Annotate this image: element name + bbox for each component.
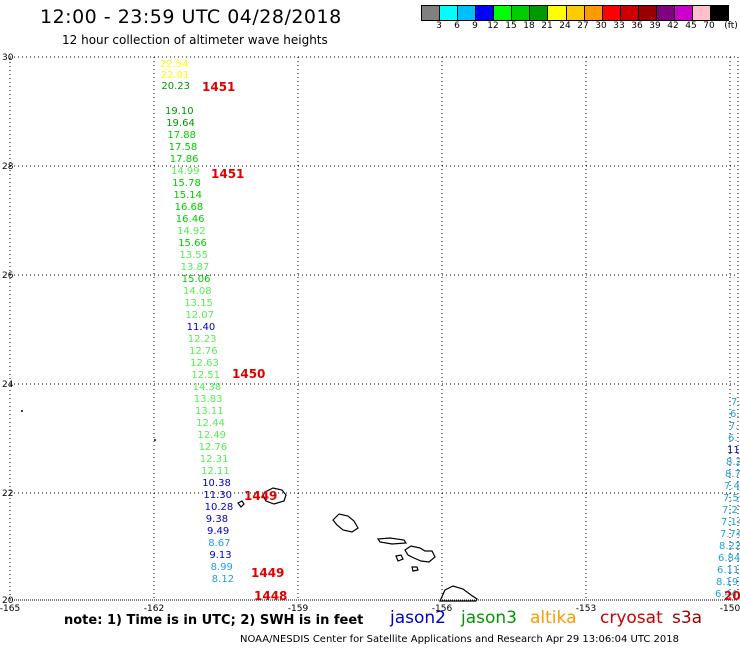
pass-time: 1449 [244, 489, 277, 503]
hawaiian-islands [238, 488, 477, 601]
swh-value: 12.63 [190, 358, 219, 369]
swh-value: 12.44 [196, 418, 225, 429]
satellite-altika: altika [530, 608, 577, 628]
swh-value: 22.01 [161, 70, 190, 81]
swh-value: 7.27 [722, 505, 740, 516]
swh-value: 6. [728, 433, 738, 444]
swh-value: 10.28 [205, 502, 234, 513]
lat-label: 26 [2, 271, 14, 281]
swh-value: 17.58 [169, 142, 198, 153]
lat-label: 22 [2, 489, 13, 499]
swh-value: 7.14 [721, 517, 740, 528]
island-molokai [378, 538, 406, 544]
swh-value: 12.76 [199, 442, 228, 453]
swh-value: 8.22 [719, 541, 740, 552]
pass-time: 1451 [202, 80, 235, 94]
satellite-jason2: jason2 [390, 608, 446, 628]
swh-value: 11.40 [187, 322, 216, 333]
islet-dot [21, 410, 23, 412]
swh-value: 12.11 [201, 466, 230, 477]
swh-value: 16.68 [175, 202, 204, 213]
island-kahoolawe [412, 567, 418, 571]
swh-value: 11.2 [727, 445, 740, 456]
wave-height-map: 302826242220 -165 -162 -159 -156 -153 -150 22… [0, 0, 740, 650]
swh-value: 14.99 [171, 166, 200, 177]
footer-note: note: 1) Time is in UTC; 2) SWH is in fe… [64, 613, 363, 628]
swh-value: 15.14 [173, 190, 202, 201]
swh-value: 8.67 [208, 538, 230, 549]
satellite-cryosat: cryosat [600, 608, 663, 628]
swh-value: 8.19 [716, 577, 738, 588]
pass-time: 1449 [251, 566, 284, 580]
swh-value: 12.23 [188, 334, 217, 345]
swh-value: 7. [731, 397, 740, 408]
footer-credit: NOAA/NESDIS Center for Satellite Applica… [240, 634, 679, 645]
island-hawaii [440, 586, 477, 601]
swh-value: 15.06 [182, 274, 211, 285]
pass-time: 1451 [211, 167, 244, 181]
swh-value: 22.54 [160, 59, 189, 70]
latitude-labels: 30 28 26 24 22 20 [2, 53, 14, 606]
island-maui [405, 546, 435, 562]
lon-label: -165 [0, 604, 20, 614]
swh-value: 13.55 [179, 250, 208, 261]
swh-value: 7.47 [724, 481, 740, 492]
swh-value: 20.23 [161, 81, 190, 92]
swh-value: 8.12 [212, 574, 234, 585]
swh-value: 6. [730, 409, 740, 420]
pass-time: 20 [724, 589, 740, 603]
swh-value: 12.76 [189, 346, 218, 357]
lon-label: -153 [576, 604, 596, 614]
swh-value: 10.38 [202, 478, 231, 489]
swh-value: 7. [729, 421, 739, 432]
swh-value: 15.66 [178, 238, 207, 249]
swh-value: 12.49 [197, 430, 226, 441]
swh-value: 9.13 [209, 550, 231, 561]
swh-value: 7.74 [720, 529, 740, 540]
swh-value: 16.46 [176, 214, 205, 225]
lat-label: 30 [2, 53, 14, 63]
pass-time-labels: 1451 1451 1450 1449 1449 1448 20 [202, 80, 740, 603]
satellite-jason3: jason3 [461, 608, 517, 628]
lat-label: 24 [2, 380, 14, 390]
swh-value: 8.7 [725, 469, 740, 480]
swh-value: 15.78 [172, 178, 201, 189]
swh-value: 13.83 [194, 394, 223, 405]
satellite-s3a: s3a [672, 608, 702, 628]
swh-value: 7.59 [723, 493, 740, 504]
pass-time: 1450 [232, 367, 265, 381]
swh-value: 19.10 [165, 106, 194, 117]
swh-value: 12.07 [185, 310, 214, 321]
swh-value: 6.11 [717, 565, 739, 576]
pass-time: 1448 [254, 589, 287, 603]
lat-label: 28 [2, 162, 14, 172]
swh-value: 11.30 [203, 490, 232, 501]
islet-dot [154, 439, 156, 441]
swh-value: 14.38 [193, 382, 222, 393]
island-lanai [396, 555, 403, 561]
swh-value: 9.38 [206, 514, 228, 525]
swh-value: 14.92 [177, 226, 206, 237]
lon-label: -150 [720, 604, 740, 614]
swh-value: 13.11 [195, 406, 224, 417]
swh-value: 8.99 [211, 562, 233, 573]
swh-value: 12.51 [191, 370, 220, 381]
swh-value: 6.84 [718, 553, 740, 564]
swh-value: 17.88 [167, 130, 196, 141]
swh-value: 8.2 [726, 457, 740, 468]
swh-value: 19.64 [166, 118, 195, 129]
swh-value: 17.86 [170, 154, 199, 165]
lat-lon-grid [10, 57, 738, 600]
island-oahu [333, 514, 358, 532]
swh-value: 9.49 [207, 526, 229, 537]
swh-value: 14.08 [183, 286, 212, 297]
swh-value: 12.31 [200, 454, 229, 465]
swh-value: 13.15 [184, 298, 213, 309]
swh-value: 13.87 [181, 262, 210, 273]
